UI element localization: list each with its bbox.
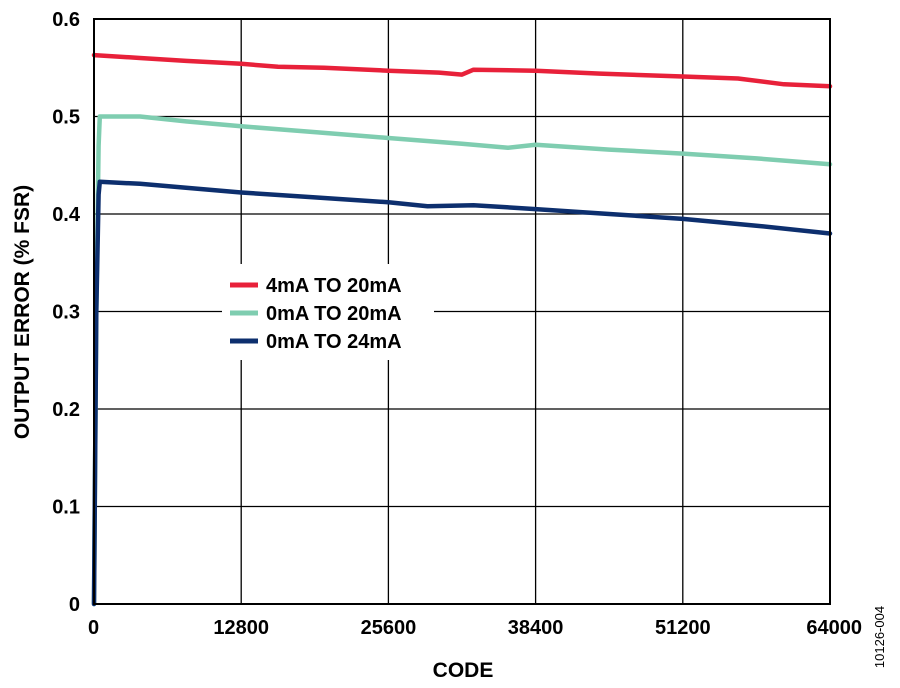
legend-label: 0mA TO 20mA (266, 303, 402, 325)
x-tick-label: 0 (88, 617, 99, 639)
figure-id-label: 10126-004 (872, 606, 887, 668)
series-line-2 (91, 114, 833, 607)
legend: 4mA TO 20mA 0mA TO 20mA 0mA TO 24mA (222, 264, 434, 360)
tick-labels: 0 12800 25600 38400 51200 64000 0 0.1 0.2 0.3 0.4 0… (52, 9, 862, 639)
plot-frame (93, 18, 831, 605)
series-line-3 (91, 179, 833, 607)
y-axis-title: OUTPUT ERROR (% FSR) (11, 185, 34, 439)
y-tick-label: 0.2 (52, 399, 80, 421)
series-lines (91, 52, 833, 607)
y-tick-label: 0.6 (52, 9, 80, 31)
grid (94, 19, 830, 604)
x-tick-label: 38400 (508, 617, 564, 639)
x-tick-label: 51200 (655, 617, 711, 639)
y-tick-label: 0 (69, 594, 80, 616)
x-tick-label: 25600 (361, 617, 417, 639)
y-tick-label: 0.4 (52, 204, 81, 226)
x-axis-title: CODE (433, 659, 494, 682)
legend-label: 4mA TO 20mA (266, 275, 402, 297)
x-tick-label: 64000 (806, 617, 862, 639)
x-tick-label: 12800 (213, 617, 269, 639)
series-line-1 (91, 52, 833, 89)
y-tick-label: 0.1 (52, 497, 80, 519)
legend-label: 0mA TO 24mA (266, 331, 402, 353)
y-tick-label: 0.5 (52, 107, 80, 129)
y-tick-label: 0.3 (52, 302, 80, 324)
